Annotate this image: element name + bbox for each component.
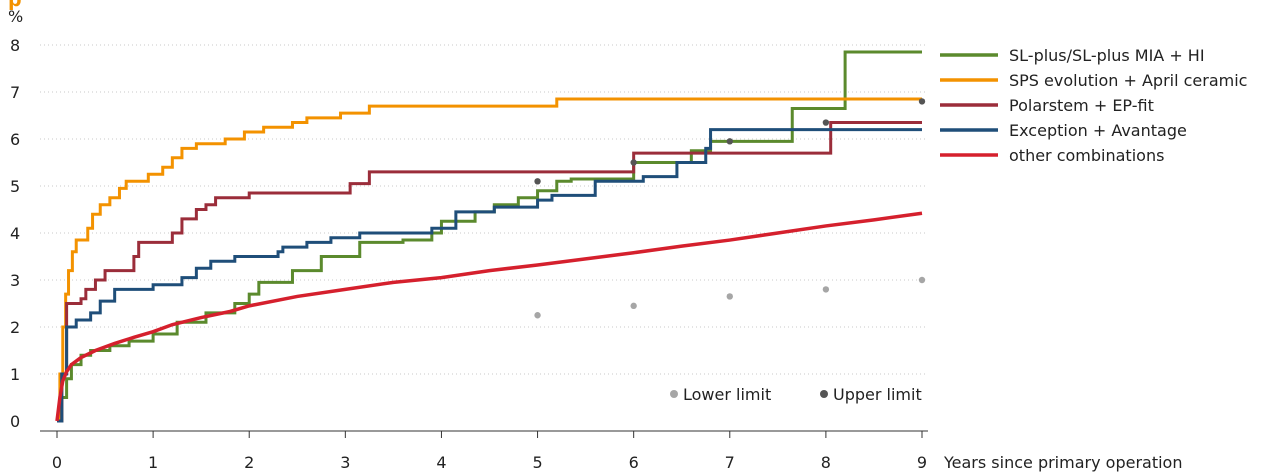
upper-limit-legend-marker	[820, 390, 828, 398]
lower-limit-point	[822, 286, 830, 293]
y-tick-label: 3	[10, 271, 20, 290]
lower-limit-legend-label: Lower limit	[683, 385, 771, 404]
x-tick-label: 3	[340, 453, 350, 472]
grid-lines	[40, 44, 928, 375]
x-tick-label: 5	[532, 453, 542, 472]
x-axis-ticks: 0 1 2 3 4 5 6 7 8 9	[52, 431, 927, 472]
series-line-other-combinations	[55, 211, 923, 422]
series-line-sps-evolution-april-ceramic	[57, 97, 922, 423]
x-axis-label: Years since primary operation	[943, 453, 1182, 472]
x-tick-label: 2	[244, 453, 254, 472]
y-tick-label: 5	[10, 177, 20, 196]
chart-title: p	[8, 0, 22, 11]
upper-limit-legend-label: Upper limit	[833, 385, 922, 404]
lower-limit-point	[726, 293, 733, 300]
lower-limit-point	[630, 302, 637, 310]
legend-label: other combinations	[1009, 146, 1164, 165]
legend-label: SL-plus/SL-plus MIA + HI	[1009, 46, 1205, 65]
legend-label: SPS evolution + April ceramic	[1009, 71, 1247, 90]
series-lines	[55, 50, 923, 423]
x-tick-label: 1	[148, 453, 158, 472]
y-tick-label: 8	[10, 36, 20, 55]
upper-limit-point	[726, 138, 733, 145]
x-tick-label: 4	[436, 453, 446, 472]
series-line-polarstem-ep-fit	[57, 121, 922, 423]
legend-label: Exception + Avantage	[1009, 121, 1187, 140]
y-tick-label: 4	[10, 224, 20, 243]
lower-limit-point	[918, 276, 926, 284]
legend-label: Polarstem + EP-fit	[1009, 96, 1154, 115]
x-tick-label: 8	[821, 453, 831, 472]
lower-limit-point	[534, 312, 541, 319]
y-axis-ticks: 0 1 2 3 4 5 6 7 8	[10, 36, 20, 431]
x-tick-label: 0	[52, 453, 62, 472]
y-tick-label: 6	[10, 130, 20, 149]
limit-legend: Lower limit Upper limit	[670, 385, 922, 404]
y-tick-label: 1	[10, 365, 20, 384]
x-tick-label: 6	[629, 453, 639, 472]
y-tick-label: 2	[10, 318, 20, 337]
limit-markers	[534, 98, 926, 319]
legend: SL-plus/SL-plus MIA + HI SPS evolution + …	[940, 46, 1247, 165]
upper-limit-point	[630, 159, 637, 166]
x-tick-label: 7	[725, 453, 735, 472]
y-tick-label: 7	[10, 83, 20, 102]
series-line-exception-avantage	[57, 128, 922, 423]
lower-limit-legend-marker	[670, 390, 678, 398]
upper-limit-point	[822, 119, 830, 126]
upper-limit-point	[918, 98, 926, 105]
y-axis-label: %	[8, 7, 23, 26]
y-tick-label: 0	[10, 412, 20, 431]
upper-limit-point	[534, 178, 541, 185]
x-tick-label: 9	[917, 453, 927, 472]
